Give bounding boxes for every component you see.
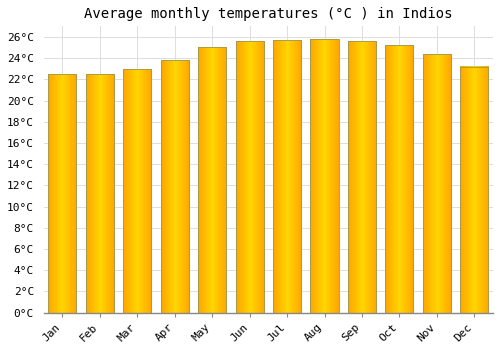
Bar xyxy=(236,41,264,313)
Bar xyxy=(273,40,301,313)
Bar xyxy=(348,41,376,313)
Bar xyxy=(86,74,114,313)
Bar xyxy=(386,46,413,313)
Bar xyxy=(423,54,451,313)
Bar xyxy=(160,60,189,313)
Bar xyxy=(460,66,488,313)
Bar xyxy=(123,69,152,313)
Bar xyxy=(310,39,338,313)
Title: Average monthly temperatures (°C ) in Indios: Average monthly temperatures (°C ) in In… xyxy=(84,7,452,21)
Bar xyxy=(198,48,226,313)
Bar xyxy=(48,74,76,313)
